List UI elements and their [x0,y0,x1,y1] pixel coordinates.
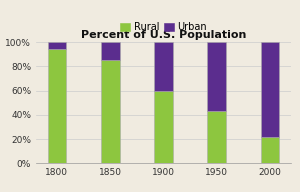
Bar [261,42,279,137]
Bar [154,91,173,163]
Bar [261,137,279,163]
Bar [101,60,119,163]
Bar [48,50,66,163]
Legend: Rural, Urban: Rural, Urban [118,21,209,34]
Title: Percent of U.S. Population: Percent of U.S. Population [81,30,246,40]
Bar [208,42,226,111]
Bar [154,42,173,91]
Bar [208,111,226,163]
Bar [101,42,119,60]
Bar [48,42,66,50]
